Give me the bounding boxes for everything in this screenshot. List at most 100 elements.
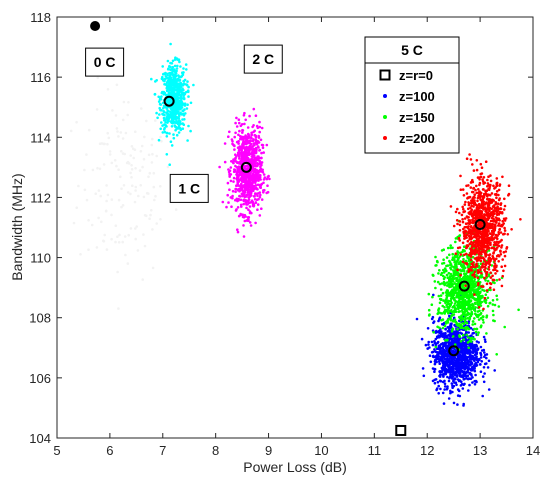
data-point [75,120,78,124]
data-point [462,322,466,326]
data-point [481,233,485,237]
data-point [238,194,241,198]
data-point [471,255,475,259]
data-point [447,282,451,286]
data-point [477,331,480,334]
data-point [262,191,265,194]
data-point [450,274,454,278]
data-point [464,317,467,321]
data-point [491,309,495,313]
data-point [457,355,461,358]
data-point [456,260,459,263]
data-point [431,315,435,319]
data-point [234,153,237,156]
data-point [178,112,182,116]
y-tick-label: 110 [30,251,51,266]
data-point [245,203,248,206]
data-point [242,114,246,117]
data-point [460,356,464,359]
data-point [475,239,479,242]
data-point [228,172,231,176]
data-point [442,277,446,281]
data-point [438,362,442,366]
data-point [471,265,475,269]
data-point [446,281,449,284]
legend-marker [383,115,387,119]
data-point [477,271,480,275]
data-point [495,298,499,301]
data-point [490,264,494,267]
data-point [149,213,152,217]
data-point [490,246,494,250]
data-point [236,228,239,231]
data-point [106,88,110,91]
data-point [445,273,449,277]
data-point [455,383,458,387]
data-point [457,290,461,294]
data-point [477,234,481,238]
data-point [180,75,184,78]
data-point [456,360,460,364]
data-point [499,231,503,234]
data-point [458,229,462,232]
data-point [467,270,471,274]
data-point [466,239,470,243]
data-point [459,340,463,343]
data-point [500,211,504,215]
data-point [114,114,118,117]
data-point [244,118,247,122]
series-0-c [69,60,178,310]
data-point [120,205,123,209]
data-point [165,107,169,110]
data-point [438,269,441,272]
data-point [465,348,469,352]
data-point [483,296,487,300]
data-point [460,269,464,273]
data-point [252,187,255,190]
data-point [140,144,144,148]
data-point [171,59,175,63]
data-point [483,355,486,359]
data-point [256,203,260,206]
data-point [468,383,471,387]
data-point [170,90,173,94]
data-point [484,262,487,266]
data-point [474,379,478,383]
data-point [491,299,495,302]
data-point [488,214,492,218]
data-point [483,276,486,280]
data-point [497,232,501,236]
data-point [444,328,447,331]
data-point [179,85,183,89]
data-point [465,233,469,237]
data-point [495,211,499,214]
data-point [449,389,452,393]
data-point [460,382,464,386]
data-point [253,195,256,198]
data-point [456,222,459,226]
data-point [479,268,482,272]
data-point [478,193,481,197]
data-point [473,257,477,260]
data-point [493,303,497,307]
data-point [477,281,480,285]
data-point [472,331,476,335]
data-point [480,360,484,363]
data-point [169,61,172,65]
data-point [235,171,239,174]
data-point [155,79,158,82]
data-point [467,363,471,366]
data-point [154,194,157,198]
data-point [482,307,485,311]
data-point [483,270,487,273]
data-point [473,383,477,386]
data-point [242,165,246,169]
data-point [465,333,469,337]
data-point [474,188,477,192]
data-point [174,117,177,121]
data-point [484,160,488,163]
data-point [500,265,504,269]
data-point [489,179,493,183]
data-point [461,248,465,252]
